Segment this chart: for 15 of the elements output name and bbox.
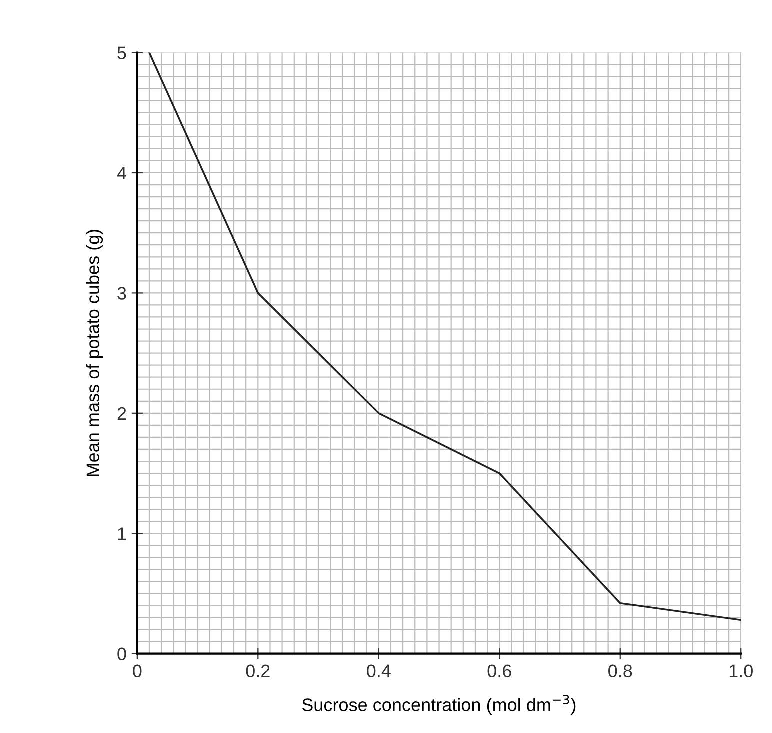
- x-tick-label: 1.0: [730, 664, 753, 678]
- line-series: [148, 52, 742, 622]
- y-tick-label: 5: [118, 46, 126, 60]
- y-tick-label: 1: [118, 528, 126, 540]
- x-axis-title: Sucrose concentration (mol dm$^{−3}$): [302, 694, 576, 716]
- x-tick-label: 0.4: [367, 664, 391, 678]
- x-tick-label: 0: [133, 664, 142, 678]
- y-tick-label: 3: [118, 287, 126, 300]
- y-tick-label: 0: [118, 648, 126, 661]
- x-tick-label: 0.6: [488, 664, 512, 678]
- y-tick-label: 2: [118, 407, 126, 420]
- y-axis-title: Mean mass of potato cubes (g): [86, 230, 104, 476]
- x-tick-label: 0.8: [608, 664, 632, 678]
- x-tick-label: 0.2: [246, 664, 270, 678]
- y-tick-label: 4: [117, 167, 126, 180]
